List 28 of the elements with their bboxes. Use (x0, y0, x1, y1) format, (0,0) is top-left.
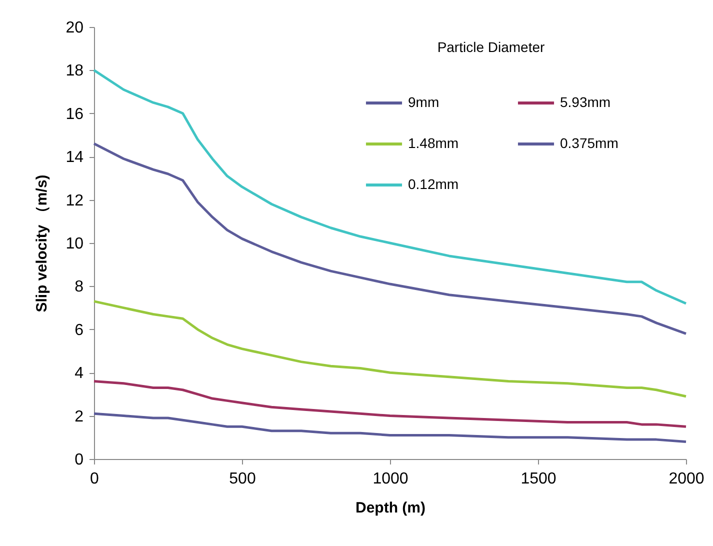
x-tick-label: 2000 (668, 470, 704, 488)
y-tick-label: 18 (66, 62, 84, 80)
y-tick-label: 12 (66, 192, 84, 210)
line-series (92, 300, 688, 398)
legend-label: 0.375mm (560, 135, 618, 151)
x-axis-title: Depth (m) (356, 500, 426, 516)
line-series (92, 412, 688, 443)
legend-label: 1.48mm (408, 135, 459, 151)
y-tick-label: 10 (66, 236, 84, 252)
legend-label: 0.12mm (408, 176, 459, 192)
y-tick-label: 16 (66, 106, 84, 123)
y-tick-label: 8 (74, 278, 84, 296)
x-tick-label: 1500 (520, 470, 556, 488)
y-tick-label: 4 (74, 365, 84, 382)
y-tick-label: 6 (74, 322, 84, 339)
y-axis-title: Slip velocity （m/s) (34, 174, 51, 312)
y-tick-label: 2 (74, 408, 84, 426)
legend-label: 9mm (408, 94, 440, 110)
line-series (92, 68, 688, 305)
x-tick-label: 1000 (372, 470, 408, 488)
x-tick-label: 0 (90, 470, 100, 488)
legend-title: Particle Diameter (437, 39, 546, 55)
line-series (92, 380, 688, 428)
y-tick-label: 20 (66, 20, 84, 36)
x-tick-label: 500 (229, 470, 256, 488)
legend-label: 5.93mm (560, 94, 611, 110)
y-tick-label: 0 (74, 452, 84, 468)
y-tick-label: 14 (66, 149, 84, 166)
